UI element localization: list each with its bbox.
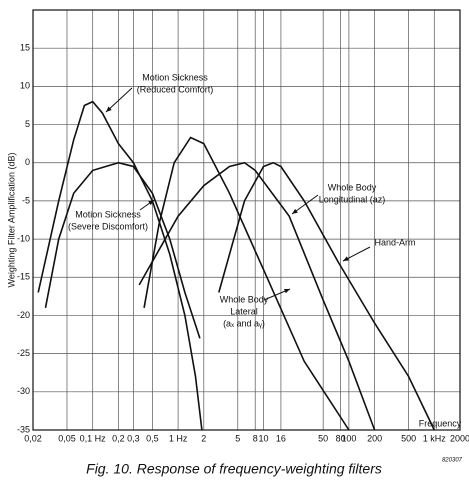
x-tick-label: 0,2 bbox=[112, 433, 125, 443]
curve-label: (Reduced Comfort) bbox=[137, 84, 214, 94]
arrow-head bbox=[148, 200, 154, 206]
x-tick-label: 0,1 Hz bbox=[80, 433, 107, 443]
x-tick-label: 0,02 bbox=[24, 433, 42, 443]
x-tick-label: 2000 bbox=[450, 433, 469, 443]
curve-label: (Severe Discomfort) bbox=[68, 221, 148, 231]
x-tick-label: 100 bbox=[341, 433, 356, 443]
y-tick-label: -15 bbox=[17, 272, 30, 282]
y-tick-label: -5 bbox=[22, 195, 30, 205]
x-tick-label: 5 bbox=[235, 433, 240, 443]
x-axis-label: Frequency bbox=[419, 418, 462, 428]
y-axis-label: Weighting Filter Amplification (dB) bbox=[6, 153, 16, 288]
x-tick-label: 1 Hz bbox=[169, 433, 188, 443]
series-line bbox=[138, 161, 376, 431]
series-line bbox=[37, 100, 203, 431]
arrow-head bbox=[292, 208, 298, 214]
figure-code: 820307 bbox=[442, 458, 463, 464]
y-tick-label: -25 bbox=[17, 348, 30, 358]
x-tick-label: 8 bbox=[253, 433, 258, 443]
curve-label: Hand-Arm bbox=[374, 237, 415, 247]
x-tick-label: 16 bbox=[276, 433, 286, 443]
x-tick-label: 200 bbox=[367, 433, 382, 443]
x-tick-label: 0,3 bbox=[127, 433, 140, 443]
x-tick-label: 10 bbox=[258, 433, 268, 443]
arrow-head bbox=[106, 106, 112, 112]
x-tick-label: 1 kHz bbox=[423, 433, 447, 443]
arrow-head bbox=[284, 289, 290, 294]
y-tick-label: 0 bbox=[25, 157, 30, 167]
series-line bbox=[143, 136, 350, 431]
series-line bbox=[44, 161, 201, 339]
y-tick-label: -10 bbox=[17, 233, 30, 243]
x-tick-label: 50 bbox=[318, 433, 328, 443]
annotation-arrow bbox=[105, 87, 133, 113]
curve-label: Motion Sickness bbox=[142, 72, 208, 82]
x-tick-label: 500 bbox=[401, 433, 416, 443]
curve-label: Motion Sickness bbox=[75, 209, 141, 219]
x-tick-label: 2 bbox=[201, 433, 206, 443]
x-tick-label: 0,05 bbox=[58, 433, 76, 443]
plot-frame bbox=[32, 9, 461, 431]
caption: Fig. 10. Response of frequency-weighting… bbox=[86, 461, 382, 477]
y-tick-label: 15 bbox=[20, 43, 30, 53]
series-line bbox=[218, 161, 436, 431]
curve-label: Longitudinal (az) bbox=[319, 194, 386, 204]
y-tick-label: 10 bbox=[20, 81, 30, 91]
curve-label: Lateral bbox=[230, 306, 258, 316]
curve-label: (aₓ and aᵧ) bbox=[223, 318, 265, 328]
y-tick-label: 5 bbox=[25, 119, 30, 129]
arrow-head bbox=[343, 256, 349, 261]
y-tick-label: -20 bbox=[17, 310, 30, 320]
y-tick-label: -30 bbox=[17, 386, 30, 396]
curve-label: Whole Body bbox=[328, 182, 377, 192]
x-tick-label: 80 bbox=[336, 433, 346, 443]
y-tick-label: -35 bbox=[17, 424, 30, 434]
curve-label: Whole Body bbox=[220, 294, 269, 304]
x-tick-label: 0,5 bbox=[146, 433, 159, 443]
